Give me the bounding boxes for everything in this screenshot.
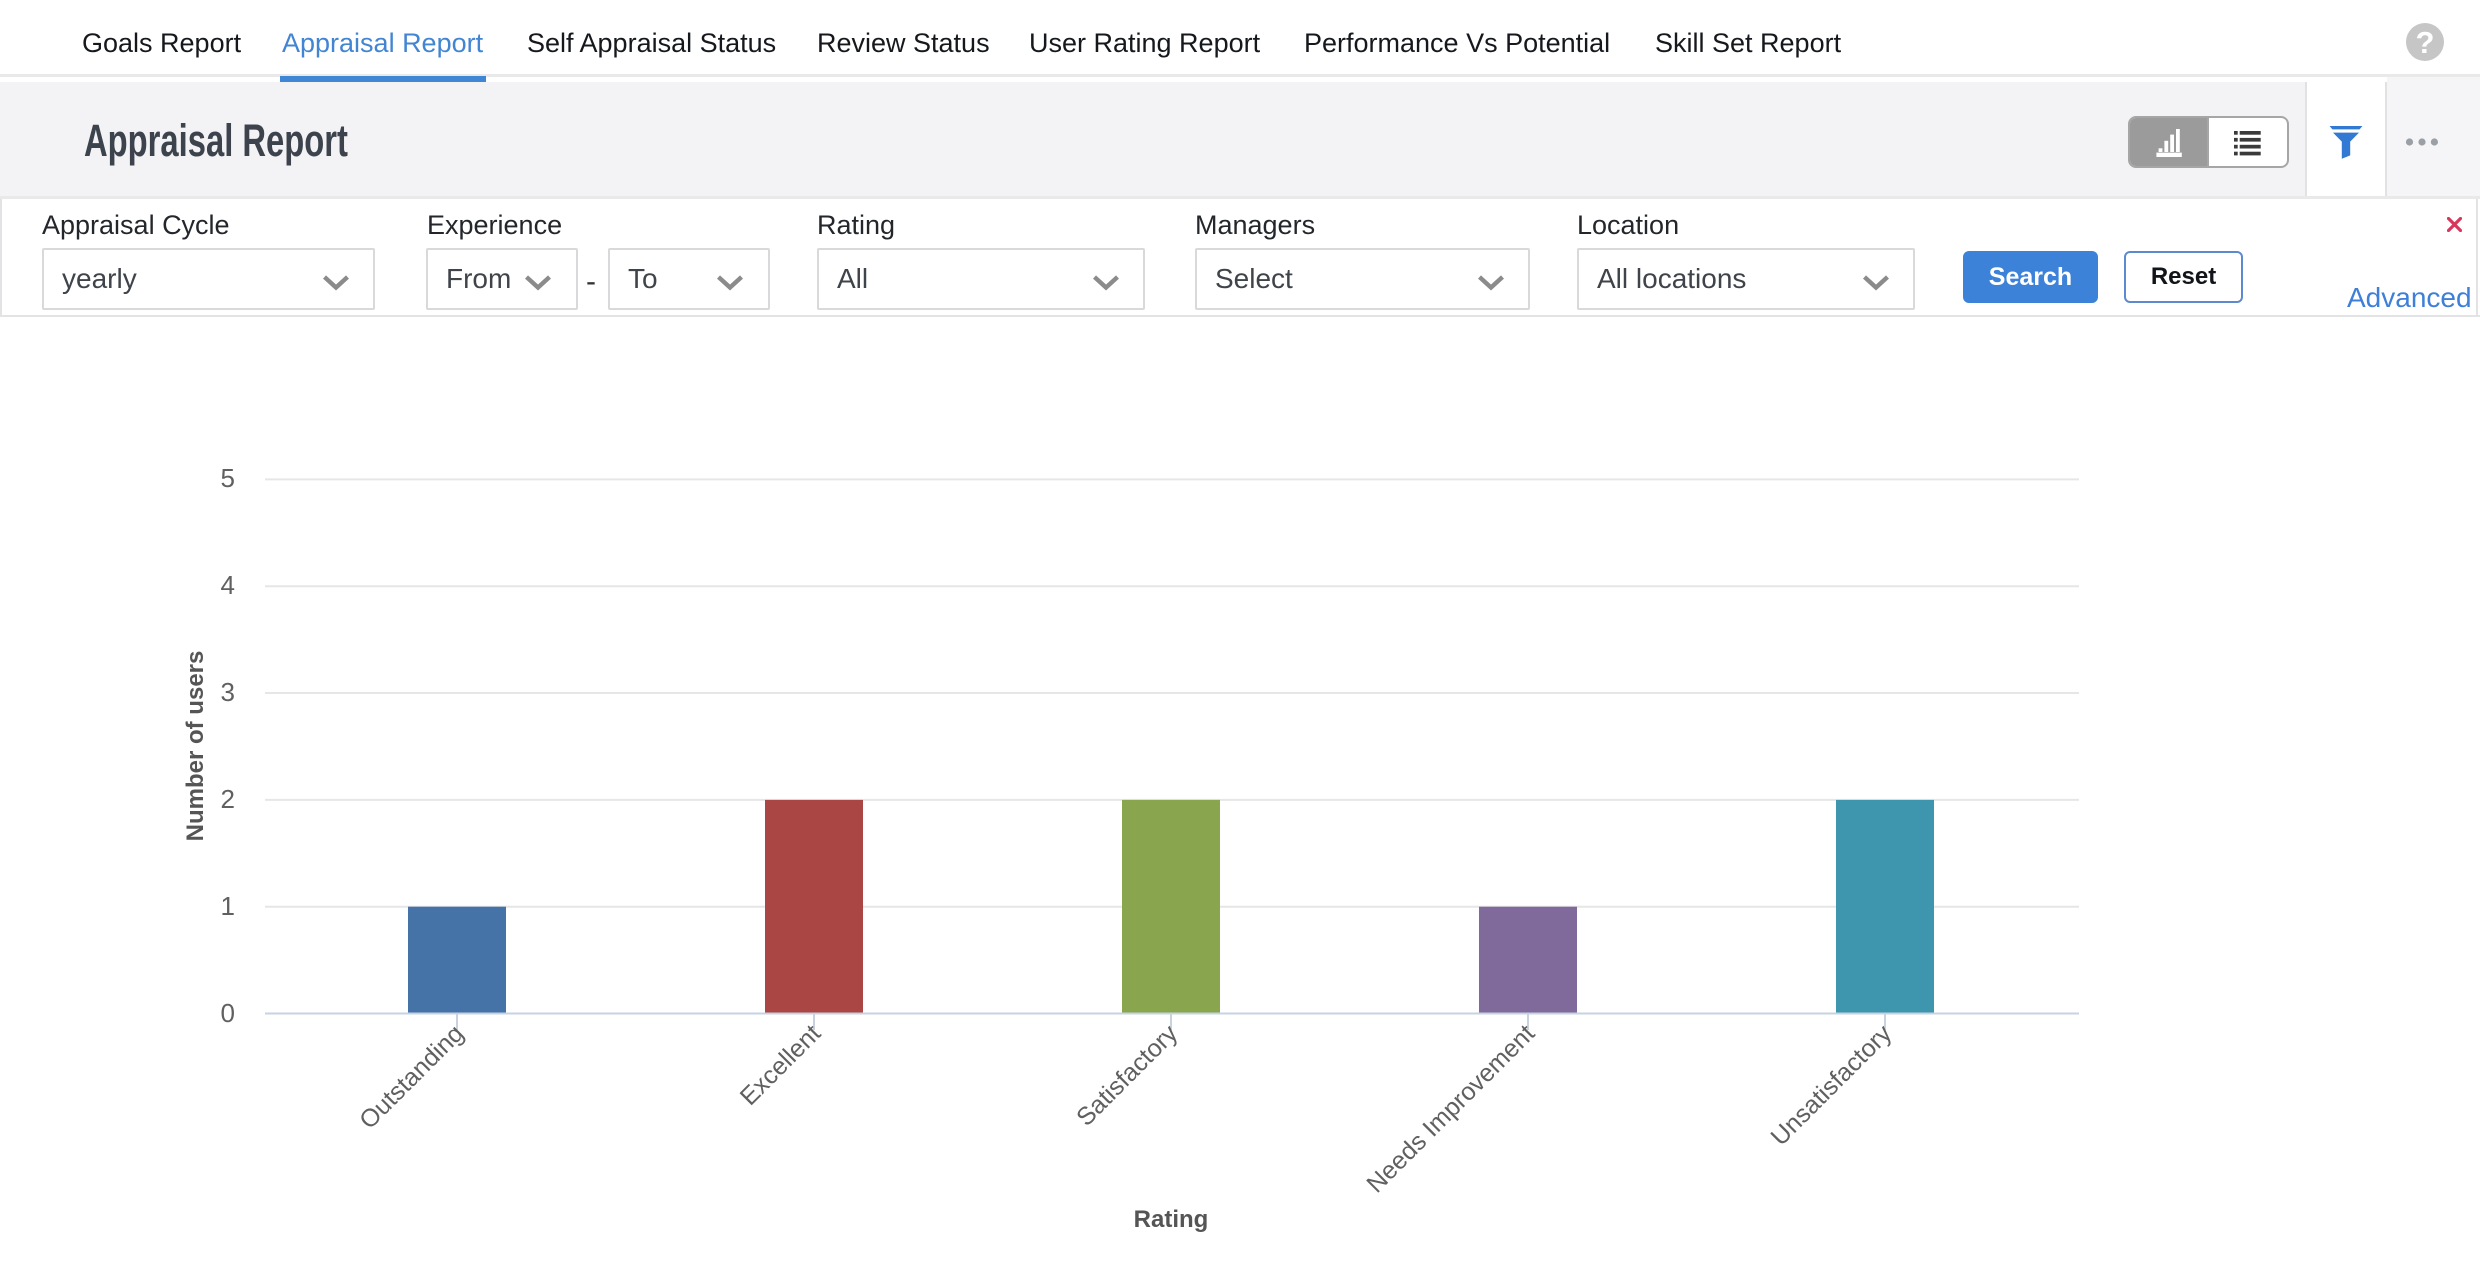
svg-text:Rating: Rating [1134, 1206, 1209, 1233]
svg-text:Outstanding: Outstanding [354, 1019, 469, 1134]
svg-text:5: 5 [221, 463, 235, 493]
svg-text:2: 2 [221, 784, 235, 814]
svg-text:4: 4 [221, 570, 235, 600]
svg-text:Number of users: Number of users [182, 651, 209, 842]
svg-text:1: 1 [221, 891, 235, 921]
svg-text:Needs Improvement: Needs Improvement [1361, 1019, 1540, 1198]
svg-text:0: 0 [221, 998, 235, 1028]
svg-text:Unsatisfactory: Unsatisfactory [1765, 1019, 1897, 1151]
svg-text:3: 3 [221, 677, 235, 707]
svg-text:Satisfactory: Satisfactory [1071, 1019, 1184, 1132]
svg-text:Excellent: Excellent [735, 1019, 827, 1111]
